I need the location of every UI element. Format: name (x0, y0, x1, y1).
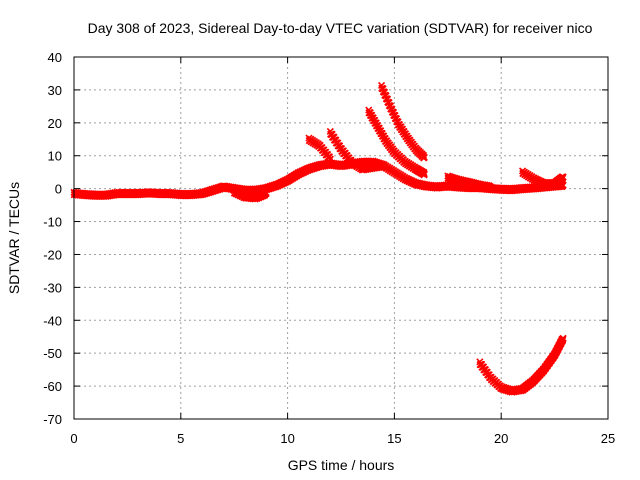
y-tick-label: -40 (43, 313, 62, 328)
y-tick-label: -50 (43, 346, 62, 361)
series-arc-8 (476, 334, 567, 396)
series-baseline (70, 157, 567, 200)
y-tick-label: -60 (43, 379, 62, 394)
data-point (326, 155, 334, 163)
x-tick-label: 5 (177, 431, 184, 446)
data-point (420, 170, 428, 178)
grid (74, 57, 608, 419)
data-point (420, 153, 428, 161)
y-tick-label: 10 (48, 149, 62, 164)
x-tick-label: 15 (387, 431, 401, 446)
y-tick-label: 20 (48, 116, 62, 131)
series-arc-5 (378, 81, 428, 162)
y-tick-label: -10 (43, 215, 62, 230)
data-point (262, 190, 270, 198)
x-tick-label: 25 (601, 431, 615, 446)
plot-frame (73, 56, 609, 420)
y-tick-label: 30 (48, 83, 62, 98)
data-point (486, 183, 495, 191)
series-arc-2 (305, 134, 334, 164)
data-point (559, 334, 567, 342)
y-axis-label: SDTVAR / TECUs (6, 182, 22, 294)
series-arc-1 (230, 187, 270, 203)
data-marks (70, 81, 567, 396)
data-point (380, 162, 388, 170)
chart-title: Day 308 of 2023, Sidereal Day-to-day VTE… (88, 20, 593, 36)
x-tick-label: 0 (70, 431, 77, 446)
series-arc-6 (444, 172, 495, 192)
y-tick-label: -30 (43, 280, 62, 295)
x-axis-label: GPS time / hours (288, 457, 395, 473)
data-point (559, 173, 567, 181)
x-tick-label: 20 (494, 431, 508, 446)
series-arc-3 (326, 127, 388, 174)
series-arc-4 (365, 106, 428, 179)
y-tick-label: -20 (43, 247, 62, 262)
y-tick-label: 0 (55, 182, 62, 197)
axis-ticks: 0 5 10 15 20 25 -70 -60 -50 -40 -30 -20 -10 0 10 20 30 40 (43, 50, 615, 446)
series-arc-7 (518, 167, 567, 189)
x-tick-label: 10 (280, 431, 294, 446)
y-tick-label: 40 (48, 50, 62, 65)
y-tick-label: -70 (43, 412, 62, 427)
